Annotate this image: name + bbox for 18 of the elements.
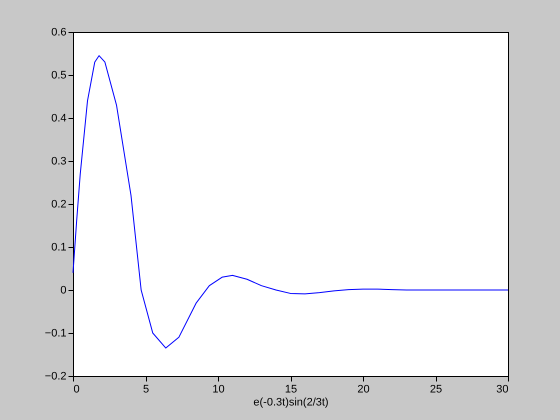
y-tick-label: 0.3 bbox=[51, 156, 66, 168]
x-tick-label: 5 bbox=[142, 384, 150, 396]
y-tick-label: −0.2 bbox=[44, 370, 66, 382]
x-tick-label: 10 bbox=[212, 384, 225, 396]
y-tick-label: −0.1 bbox=[44, 328, 66, 340]
x-axis-title: e(-0.3t)sin(2/3t) bbox=[253, 396, 329, 408]
x-tick-label: 25 bbox=[430, 384, 442, 396]
x-tick-label: 15 bbox=[284, 384, 298, 396]
y-tick-label: 0.4 bbox=[51, 112, 66, 124]
x-tick-label: 30 bbox=[496, 384, 508, 396]
line-series bbox=[72, 55, 508, 349]
y-tick-label: 0.6 bbox=[51, 26, 66, 38]
y-tick-label: 0.1 bbox=[51, 242, 66, 254]
y-tick-label: 0.2 bbox=[51, 198, 66, 210]
x-tick-label: 20 bbox=[357, 384, 370, 396]
x-tick-label: 0 bbox=[74, 384, 80, 396]
y-tick-label: 0.5 bbox=[51, 70, 66, 82]
y-tick-label: 0 bbox=[60, 284, 66, 296]
